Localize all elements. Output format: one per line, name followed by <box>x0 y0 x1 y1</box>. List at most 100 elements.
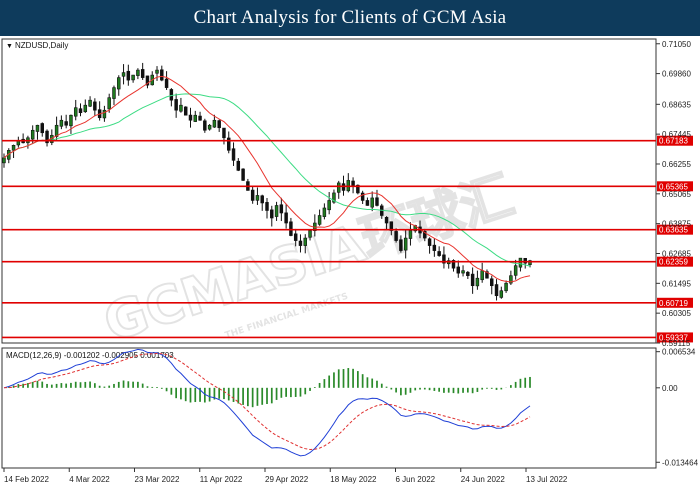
price-tick-label: 0.65065 <box>662 190 691 199</box>
candle-body <box>83 104 88 113</box>
price-tick-label: 0.61495 <box>662 279 691 288</box>
price-tick-label: 0.71050 <box>662 40 691 49</box>
date-axis: 14 Feb 2022 4 Mar 2022 23 Mar 2022 11 Apr 2… <box>3 468 568 484</box>
price-tick-label: 0.62685 <box>662 249 691 258</box>
main-plot-area <box>2 62 532 301</box>
candle-body <box>279 204 284 214</box>
macd-axis: 0.006534 0.00 -0.013464 <box>656 348 699 467</box>
candle-body <box>293 233 298 241</box>
candle-body <box>73 107 78 117</box>
date-tick-label: 11 Apr 2022 <box>200 475 243 484</box>
date-tick-label: 18 May 2022 <box>330 475 377 484</box>
level-price-badge <box>657 224 693 235</box>
date-tick-label: 29 Apr 2022 <box>265 475 309 484</box>
candle-body <box>284 212 288 224</box>
candle-body <box>250 189 255 201</box>
candle-body <box>54 124 59 137</box>
candle-body <box>212 119 217 128</box>
candle-body <box>160 69 164 81</box>
price-tick-label: 0.67445 <box>662 130 691 139</box>
candle-body <box>169 89 174 101</box>
candle-body <box>470 273 475 287</box>
price-axis: 0.71050 0.69860 0.68635 0.67445 0.66255 0.650… <box>656 40 691 348</box>
candle-body <box>399 239 403 251</box>
candle-body <box>427 238 432 246</box>
macd-signal-line <box>3 352 531 451</box>
candle-body <box>356 184 360 194</box>
candle-body <box>336 182 341 193</box>
date-tick-label: 4 Mar 2022 <box>69 475 110 484</box>
candle-body <box>375 197 379 206</box>
candle-body <box>198 115 202 121</box>
candle-body <box>423 231 427 239</box>
symbol-label: NZDUSD,Daily <box>15 41 68 50</box>
candle-body <box>494 284 499 297</box>
report-banner: Chart Analysis for Clients of GCM Asia <box>0 0 700 36</box>
candle-body <box>217 120 221 129</box>
candle-body <box>222 127 226 139</box>
candle-body <box>480 270 484 281</box>
candle-body <box>523 257 527 264</box>
candle-body <box>231 148 236 161</box>
candle-body <box>112 87 116 99</box>
candle-body <box>490 278 494 287</box>
candle-body <box>260 195 264 204</box>
candle-body <box>93 101 97 111</box>
level-price-badge <box>657 181 693 192</box>
candle-body <box>298 240 303 246</box>
candle-body <box>442 254 446 264</box>
candle-body <box>203 120 207 131</box>
candle-body <box>121 72 126 77</box>
candle-body <box>255 195 260 201</box>
level-price-label: 0.60719 <box>659 299 688 308</box>
candle-body <box>35 124 40 132</box>
main-panel-frame <box>1 38 657 344</box>
candle-body <box>102 109 107 119</box>
level-price-label: 0.65365 <box>659 182 688 191</box>
candle-body <box>403 237 408 251</box>
level-price-badge <box>657 297 693 308</box>
candle-body <box>236 160 241 171</box>
candle-body <box>88 99 92 107</box>
level-price-badge <box>657 332 693 343</box>
support-resistance-levels: 0.67183 0.65365 0.63635 0.62359 0.60719 0.593… <box>2 135 693 343</box>
candle-body <box>456 266 461 274</box>
level-price-label: 0.59337 <box>659 333 688 342</box>
candle-body <box>499 290 504 298</box>
candle-body <box>451 260 456 269</box>
macd-tick-label: -0.013464 <box>662 458 699 467</box>
candle-body <box>394 231 398 241</box>
candle-body <box>40 123 44 134</box>
candle-body <box>45 130 49 144</box>
candle-body <box>30 129 35 140</box>
candle-body <box>188 114 193 121</box>
candle-body <box>322 207 327 217</box>
candle-body <box>207 124 212 130</box>
candle-body <box>513 265 518 276</box>
date-tick-label: 13 Jul 2022 <box>526 475 568 484</box>
candle-body <box>136 69 140 76</box>
macd-line <box>3 348 531 457</box>
price-tick-label: 0.60305 <box>662 309 691 318</box>
candle-body <box>485 271 489 279</box>
candle-body <box>509 275 513 284</box>
candle-body <box>528 260 532 265</box>
symbol-dropdown-icon[interactable]: ▼ <box>6 43 13 50</box>
candle-body <box>241 168 245 181</box>
candle-body <box>332 192 336 203</box>
level-price-label: 0.62359 <box>659 258 688 267</box>
candle-body <box>131 74 135 81</box>
price-tick-label: 0.69860 <box>662 70 691 79</box>
candle-body <box>274 205 279 217</box>
macd-label: MACD(12,26,9) -0.001202 -0.002905 0.0017… <box>6 351 174 360</box>
candle-body <box>2 157 6 164</box>
macd-plot-area <box>3 348 531 457</box>
price-chart[interactable]: GCMASIA环球汇 THE FINANCIAL MARKETS ▼ NZDUS… <box>0 36 700 500</box>
candle-body <box>59 119 64 127</box>
candle-body <box>389 221 394 231</box>
candle-body <box>466 271 470 276</box>
candle-body <box>308 230 312 238</box>
macd-tick-label: 0.00 <box>662 384 678 393</box>
candle-body <box>193 114 198 122</box>
candle-body <box>461 270 465 274</box>
